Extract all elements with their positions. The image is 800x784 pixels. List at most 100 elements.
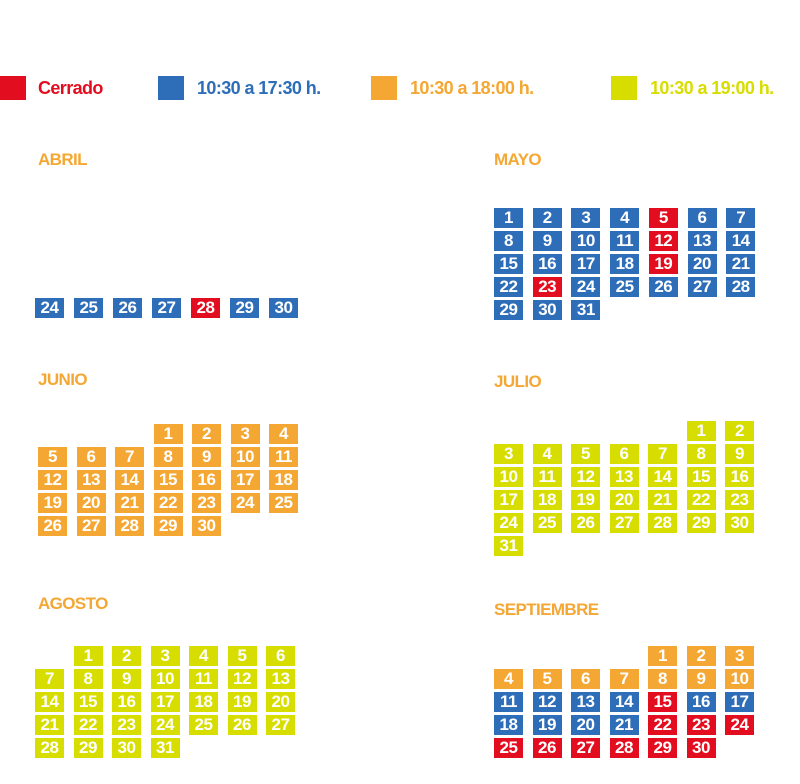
day-cell-agosto-20: 20 <box>266 692 295 712</box>
day-cell-abril-29: 29 <box>230 298 259 318</box>
day-cell-septiembre-6: 6 <box>571 669 600 689</box>
day-cell-septiembre-3: 3 <box>725 646 754 666</box>
day-cell-junio-14: 14 <box>115 470 144 490</box>
day-cell-mayo-8: 8 <box>494 231 523 251</box>
day-cell-septiembre-28: 28 <box>609 738 639 758</box>
day-cell-junio-10: 10 <box>230 447 260 467</box>
day-cell-julio-9: 9 <box>725 444 754 464</box>
day-cell-mayo-17: 17 <box>571 254 601 274</box>
day-cell-julio-11: 11 <box>532 467 562 487</box>
day-cell-julio-4: 4 <box>532 444 562 464</box>
day-cell-agosto-27: 27 <box>266 715 295 735</box>
day-cell-junio-18: 18 <box>269 470 298 490</box>
day-cell-mayo-31: 31 <box>571 300 601 320</box>
day-cell-mayo-27: 27 <box>687 277 717 297</box>
month-title-agosto: AGOSTO <box>38 594 108 613</box>
day-cell-julio-2: 2 <box>725 421 754 441</box>
day-cell-agosto-11: 11 <box>189 669 218 689</box>
legend-label-orange: 10:30 a 18:00 h. <box>410 78 534 98</box>
day-cell-junio-30: 30 <box>192 516 221 536</box>
legend-label-closed: Cerrado <box>38 78 103 98</box>
day-cell-septiembre-24: 24 <box>725 715 754 735</box>
day-cell-mayo-2: 2 <box>532 208 562 228</box>
day-cell-agosto-8: 8 <box>73 669 103 689</box>
day-cell-agosto-21: 21 <box>35 715 64 735</box>
month-title-abril: ABRIL <box>38 150 88 169</box>
day-cell-agosto-31: 31 <box>150 738 180 758</box>
day-cell-julio-13: 13 <box>609 467 639 487</box>
day-cell-mayo-5: 5 <box>648 208 678 228</box>
day-cell-agosto-12: 12 <box>227 669 257 689</box>
day-cell-septiembre-21: 21 <box>609 715 639 735</box>
day-cell-julio-24: 24 <box>494 513 523 533</box>
day-cell-junio-23: 23 <box>192 493 221 513</box>
day-cell-julio-14: 14 <box>648 467 677 487</box>
day-cell-mayo-12: 12 <box>648 231 678 251</box>
day-cell-julio-12: 12 <box>571 467 600 487</box>
day-cell-junio-25: 25 <box>269 493 298 513</box>
day-cell-mayo-13: 13 <box>687 231 717 251</box>
day-cell-agosto-5: 5 <box>227 646 257 666</box>
day-cell-junio-17: 17 <box>230 470 260 490</box>
day-cell-abril-27: 27 <box>152 298 181 318</box>
day-cell-mayo-1: 1 <box>494 208 523 228</box>
legend-swatch-orange <box>371 76 397 100</box>
day-cell-septiembre-8: 8 <box>648 669 677 689</box>
day-cell-agosto-30: 30 <box>112 738 141 758</box>
day-cell-agosto-10: 10 <box>150 669 180 689</box>
day-cell-mayo-3: 3 <box>571 208 601 228</box>
day-cell-septiembre-2: 2 <box>686 646 716 666</box>
day-cell-mayo-21: 21 <box>726 254 756 274</box>
day-cell-septiembre-27: 27 <box>571 738 600 758</box>
day-cell-agosto-25: 25 <box>189 715 218 735</box>
day-cell-agosto-1: 1 <box>73 646 103 666</box>
day-cell-mayo-28: 28 <box>726 277 756 297</box>
day-cell-junio-29: 29 <box>153 516 183 536</box>
day-cell-julio-18: 18 <box>532 490 562 510</box>
day-cell-mayo-23: 23 <box>532 277 562 297</box>
day-cell-junio-16: 16 <box>192 470 221 490</box>
day-cell-septiembre-16: 16 <box>686 692 716 712</box>
day-cell-abril-26: 26 <box>113 298 142 318</box>
day-cell-julio-16: 16 <box>725 467 754 487</box>
day-cell-junio-13: 13 <box>76 470 106 490</box>
day-cell-septiembre-25: 25 <box>494 738 523 758</box>
day-cell-julio-10: 10 <box>494 467 523 487</box>
day-cell-mayo-19: 19 <box>648 254 678 274</box>
day-cell-julio-23: 23 <box>725 490 754 510</box>
day-cell-mayo-10: 10 <box>571 231 601 251</box>
month-title-mayo: MAYO <box>494 150 542 169</box>
day-cell-agosto-18: 18 <box>189 692 218 712</box>
legend-label-yellow: 10:30 a 19:00 h. <box>650 78 774 98</box>
day-cell-agosto-14: 14 <box>35 692 64 712</box>
day-cell-junio-20: 20 <box>76 493 106 513</box>
legend-label-blue: 10:30 a 17:30 h. <box>197 78 321 98</box>
day-cell-julio-29: 29 <box>686 513 716 533</box>
day-cell-mayo-14: 14 <box>726 231 756 251</box>
day-cell-mayo-7: 7 <box>726 208 756 228</box>
day-cell-julio-30: 30 <box>725 513 754 533</box>
day-cell-agosto-29: 29 <box>73 738 103 758</box>
day-cell-julio-25: 25 <box>532 513 562 533</box>
day-cell-julio-8: 8 <box>686 444 716 464</box>
day-cell-septiembre-5: 5 <box>532 669 562 689</box>
day-cell-agosto-9: 9 <box>112 669 141 689</box>
day-cell-julio-27: 27 <box>609 513 639 533</box>
day-cell-julio-7: 7 <box>648 444 677 464</box>
day-cell-mayo-24: 24 <box>571 277 601 297</box>
day-cell-septiembre-22: 22 <box>648 715 677 735</box>
day-cell-junio-2: 2 <box>192 424 221 444</box>
day-cell-agosto-17: 17 <box>150 692 180 712</box>
day-cell-junio-21: 21 <box>115 493 144 513</box>
day-cell-agosto-2: 2 <box>112 646 141 666</box>
day-cell-agosto-26: 26 <box>227 715 257 735</box>
day-cell-junio-19: 19 <box>38 493 67 513</box>
day-cell-julio-21: 21 <box>648 490 677 510</box>
day-cell-junio-7: 7 <box>115 447 144 467</box>
day-cell-junio-11: 11 <box>269 447 298 467</box>
day-cell-mayo-20: 20 <box>687 254 717 274</box>
day-cell-agosto-4: 4 <box>189 646 218 666</box>
month-title-septiembre: SEPTIEMBRE <box>494 600 599 619</box>
day-cell-julio-26: 26 <box>571 513 600 533</box>
day-cell-agosto-15: 15 <box>73 692 103 712</box>
